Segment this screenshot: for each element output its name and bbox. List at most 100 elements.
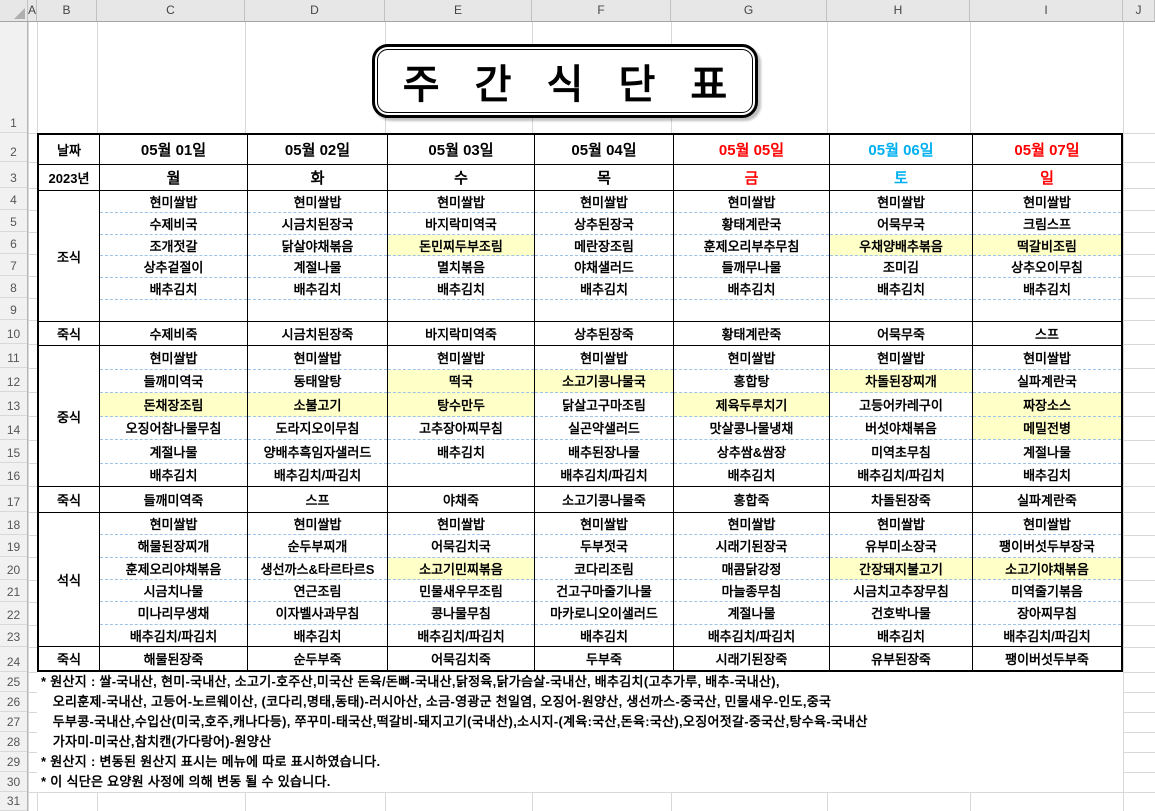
row-header-4[interactable]: 4 xyxy=(0,188,27,210)
row-header-14[interactable]: 14 xyxy=(0,416,27,440)
row-header-19[interactable]: 19 xyxy=(0,535,27,557)
date-cell[interactable]: 05월 03일 xyxy=(387,135,534,164)
meal-cell[interactable]: 미역줄기볶음 xyxy=(973,580,1121,603)
row-header-2[interactable]: 2 xyxy=(0,133,27,162)
meal-cell[interactable]: 수제비국 xyxy=(100,213,247,235)
column-header-C[interactable]: C xyxy=(97,0,245,21)
meal-cell[interactable]: 코다리조림 xyxy=(535,558,673,580)
footnote-line[interactable]: * 원산지 : 쌀-국내산, 현미-국내산, 소고기-호주산,미국산 돈육/돈뼈… xyxy=(41,674,780,689)
date-cell[interactable]: 05월 02일 xyxy=(247,135,387,164)
porridge-cell[interactable]: 홍합죽 xyxy=(673,487,829,512)
meal-cell[interactable]: 배추김치 xyxy=(830,278,972,301)
meal-cell[interactable]: 메밀전병 xyxy=(973,416,1121,440)
meal-section-label[interactable]: 석식 xyxy=(57,573,81,588)
column-header-F[interactable]: F xyxy=(532,0,671,21)
weekday-cell[interactable]: 토 xyxy=(829,165,972,190)
footnote-line[interactable]: * 원산지 : 변동된 원산지 표시는 메뉴에 따로 표시하였습니다. xyxy=(41,754,381,769)
row-header-28[interactable]: 28 xyxy=(0,732,27,752)
date-cell[interactable]: 05월 04일 xyxy=(534,135,673,164)
row-header-16[interactable]: 16 xyxy=(0,463,27,486)
meal-cell[interactable] xyxy=(535,300,673,321)
meal-cell[interactable]: 연근조림 xyxy=(248,580,387,603)
meal-cell[interactable]: 떡갈비조림 xyxy=(973,234,1121,257)
meal-cell[interactable]: 매콤닭강정 xyxy=(674,558,829,580)
meal-cell[interactable]: 멸치볶음 xyxy=(388,256,534,279)
row-header-17[interactable]: 17 xyxy=(0,486,27,512)
column-header-I[interactable]: I xyxy=(970,0,1123,21)
meal-cell[interactable]: 상추된장국 xyxy=(535,213,673,235)
meal-cell[interactable]: 배추김치/파김치 xyxy=(129,628,218,644)
meal-cell[interactable]: 현미쌀밥 xyxy=(100,346,247,370)
meal-cell[interactable]: 건호박나물 xyxy=(830,602,972,625)
row-header-25[interactable]: 25 xyxy=(0,672,27,692)
meal-section-label[interactable]: 죽식 xyxy=(57,652,81,667)
meal-cell[interactable]: 실곤약샐러드 xyxy=(535,417,673,440)
column-header-D[interactable]: D xyxy=(245,0,385,21)
meal-cell[interactable]: 현미쌀밥 xyxy=(535,513,673,536)
column-header-A[interactable]: A xyxy=(28,0,37,21)
meal-cell[interactable]: 소고기콩나물국 xyxy=(535,369,673,393)
meal-cell[interactable] xyxy=(388,300,534,321)
row-header-29[interactable]: 29 xyxy=(0,752,27,772)
meal-cell[interactable]: 현미쌀밥 xyxy=(388,191,534,213)
meal-cell[interactable]: 우채양배추볶음 xyxy=(830,234,972,257)
meal-cell[interactable]: 떡국 xyxy=(388,369,534,393)
column-header-B[interactable]: B xyxy=(37,0,97,21)
date-cell[interactable]: 05월 05일 xyxy=(673,135,829,164)
meal-cell[interactable]: 해물된장찌개 xyxy=(100,535,247,558)
row-header-5[interactable]: 5 xyxy=(0,210,27,232)
meal-cell[interactable]: 배추김치 xyxy=(100,278,247,301)
row-header-20[interactable]: 20 xyxy=(0,557,27,580)
footnote-line[interactable]: 두부콩-국내산,수입산(미국,호주,캐나다등), 쭈꾸미-태국산,떡갈비-돼지고… xyxy=(41,714,868,729)
row-header-6[interactable]: 6 xyxy=(0,232,27,254)
meal-cell[interactable]: 배추김치 xyxy=(388,278,534,301)
row-header-12[interactable]: 12 xyxy=(0,368,27,392)
row-header-26[interactable]: 26 xyxy=(0,692,27,712)
meal-cell[interactable]: 시래기된장국 xyxy=(674,535,829,558)
weekday-cell[interactable]: 목 xyxy=(534,165,673,190)
meal-cell[interactable]: 미나리무생채 xyxy=(100,602,247,625)
meal-cell[interactable] xyxy=(973,300,1121,321)
row-header-15[interactable]: 15 xyxy=(0,440,27,463)
weekday-cell[interactable]: 수 xyxy=(387,165,534,190)
row-header-11[interactable]: 11 xyxy=(0,344,27,368)
porridge-cell[interactable]: 차돌된장죽 xyxy=(829,487,972,512)
meal-cell[interactable]: 현미쌀밥 xyxy=(973,346,1121,370)
meal-cell[interactable]: 고등어카레구이 xyxy=(830,393,972,417)
meal-cell[interactable]: 배추김치 xyxy=(580,628,628,644)
meal-cell[interactable]: 계절나물 xyxy=(100,440,247,464)
meal-cell[interactable]: 두부젓국 xyxy=(535,535,673,558)
meal-cell[interactable]: 배추김치/파김치 xyxy=(707,628,796,644)
porridge-cell[interactable]: 바지락미역죽 xyxy=(387,322,534,345)
porridge-cell[interactable]: 황태계란죽 xyxy=(673,322,829,345)
porridge-cell[interactable]: 수제비죽 xyxy=(99,322,247,345)
row-header-31[interactable]: 31 xyxy=(0,792,27,811)
meal-cell[interactable]: 현미쌀밥 xyxy=(388,346,534,370)
meal-cell[interactable]: 메란장조림 xyxy=(535,235,673,257)
meal-cell[interactable]: 상추오이무침 xyxy=(973,256,1121,279)
meal-cell[interactable]: 현미쌀밥 xyxy=(388,513,534,536)
date-row-label[interactable]: 날짜 xyxy=(57,143,81,158)
meal-cell[interactable]: 소고기민찌볶음 xyxy=(388,557,534,580)
meal-cell[interactable] xyxy=(674,300,829,321)
meal-cell[interactable]: 콩나물무침 xyxy=(388,602,534,625)
column-header-H[interactable]: H xyxy=(827,0,970,21)
weekday-cell[interactable]: 금 xyxy=(673,165,829,190)
year-label[interactable]: 2023년 xyxy=(48,171,90,186)
meal-section-label[interactable]: 중식 xyxy=(57,409,81,425)
meal-cell[interactable]: 현미쌀밥 xyxy=(973,191,1121,213)
meal-cell[interactable]: 배추김치/파김치 xyxy=(1003,628,1091,644)
meal-cell[interactable]: 건고구마줄기나물 xyxy=(535,580,673,603)
meal-cell[interactable]: 크림스프 xyxy=(973,213,1121,235)
porridge-cell[interactable]: 유부된장죽 xyxy=(829,647,972,670)
meal-cell[interactable]: 배추김치/파김치 xyxy=(273,468,362,484)
meal-cell[interactable]: 배추된장나물 xyxy=(535,440,673,464)
date-cell[interactable]: 05월 01일 xyxy=(99,135,247,164)
meal-cell[interactable]: 닭살야채볶음 xyxy=(248,235,387,257)
meal-cell[interactable]: 현미쌀밥 xyxy=(248,346,387,370)
row-header-10[interactable]: 10 xyxy=(0,320,27,344)
weekday-cell[interactable]: 화 xyxy=(247,165,387,190)
meal-cell[interactable]: 현미쌀밥 xyxy=(674,191,829,213)
meal-cell[interactable]: 배추김치 xyxy=(1023,468,1071,484)
footnote-line[interactable]: 오리훈제-국내산, 고등어-노르웨이산, (코다리,명태,동태)-러시아산, 소… xyxy=(41,694,832,709)
